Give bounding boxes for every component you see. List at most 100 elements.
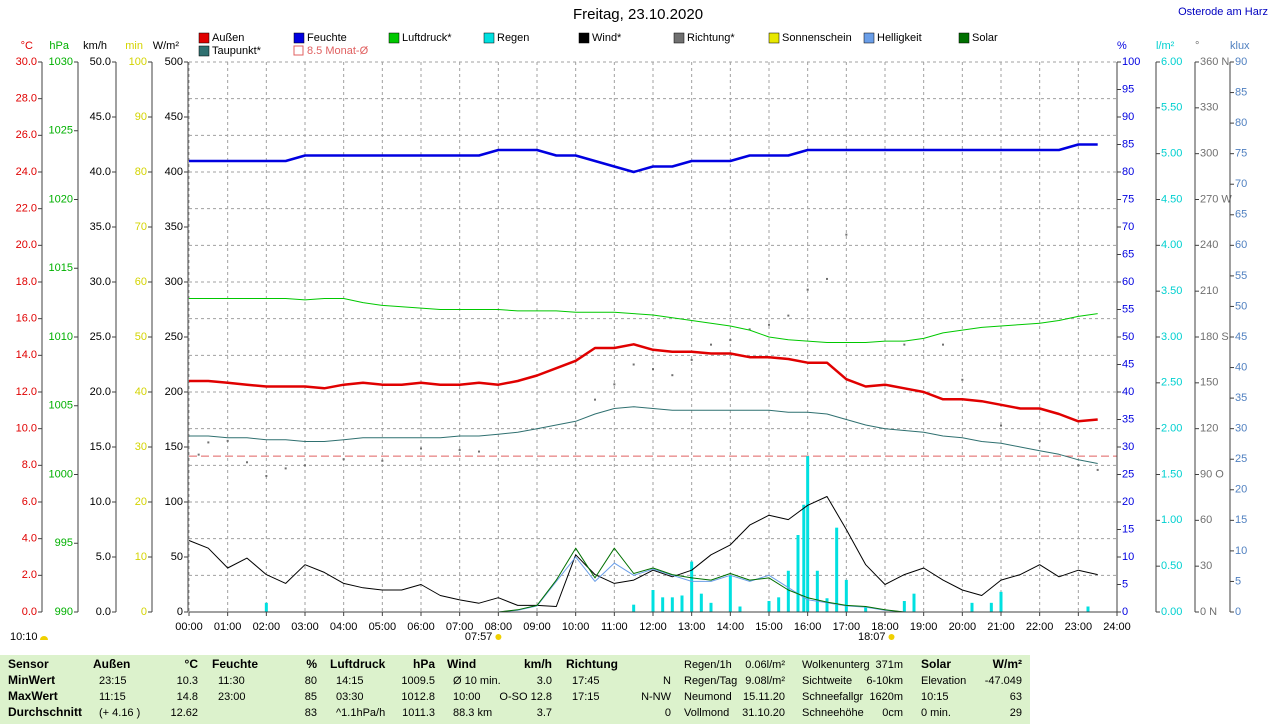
direction-dot (671, 374, 674, 377)
direction-dot (690, 358, 693, 361)
x-tick-label: 16:00 (794, 621, 822, 633)
x-tick-label: 09:00 (523, 621, 551, 633)
y-tick-label: 20.0 (16, 239, 37, 251)
direction-dot (381, 459, 384, 462)
direction-dot (613, 383, 616, 386)
series-line (189, 556, 1098, 613)
rain-bar (970, 602, 974, 612)
block-title: Außen (93, 657, 130, 671)
y-tick-label: 2.0 (22, 569, 37, 581)
y-tick-label: 30.0 (16, 56, 37, 68)
rain-bar (690, 561, 694, 612)
location: Osterode am Harz (1178, 6, 1268, 18)
y-tick-label: 40 (1122, 386, 1134, 398)
cell-value: 83 (305, 707, 317, 719)
legend-label: Taupunkt* (212, 45, 262, 57)
cell-label: (+ 4.16 ) (99, 707, 140, 719)
series-line (189, 298, 1098, 343)
direction-dot (1077, 464, 1080, 467)
y-tick-label: 20.0 (90, 386, 111, 398)
y-tick-label: 70 (1122, 221, 1134, 233)
y-tick-label: 55 (1235, 270, 1247, 282)
y-tick-label: 70 (135, 221, 147, 233)
y-tick-label: 5 (1235, 575, 1241, 587)
y-tick-label: 4.00 (1161, 239, 1182, 251)
rain-bar (902, 601, 906, 612)
legend-label: Luftdruck* (402, 32, 452, 44)
x-tick-label: 15:00 (755, 621, 783, 633)
y-tick-label: 90 (1122, 111, 1134, 123)
direction-dot (806, 288, 809, 291)
y-tick-label: 6.00 (1161, 56, 1182, 68)
y-tick-label: 60 (1235, 239, 1247, 251)
sun-marker (888, 634, 895, 640)
y-tick-label: 1020 (49, 193, 73, 205)
legend-swatch (673, 32, 685, 44)
x-tick-label: 22:00 (1026, 621, 1054, 633)
cell-label: 10:15 (921, 691, 949, 703)
rain-bar (661, 597, 665, 612)
series-line (189, 143, 1098, 174)
y-tick-label: 65 (1122, 248, 1134, 260)
y-tick-label: 0.50 (1161, 560, 1182, 572)
y-tick-label: 70 (1235, 178, 1247, 190)
direction-dot (942, 343, 944, 346)
cell-value: 0cm (882, 707, 903, 719)
x-tick-label: 13:00 (678, 621, 706, 633)
cell-value: O-SO 12.8 (499, 691, 552, 703)
direction-dot (284, 467, 287, 470)
block-title: Solar (921, 657, 951, 671)
cell-value: 63 (1010, 691, 1022, 703)
direction-dot (265, 475, 268, 478)
y-tick-label: 10 (1235, 545, 1247, 557)
cell-value: 15.11.20 (743, 691, 785, 703)
y-tick-label: 65 (1235, 209, 1247, 221)
x-tick-label: 11:00 (601, 621, 628, 633)
block-title: Richtung (566, 657, 618, 671)
cell-label: 11:30 (218, 675, 245, 687)
x-tick-label: 04:00 (330, 621, 358, 633)
x-tick-label: 06:00 (407, 621, 435, 633)
y-tick-label: 30 (1122, 441, 1134, 453)
y-tick-label: 15 (1122, 523, 1134, 535)
y-tick-label: 12.0 (16, 386, 37, 398)
x-tick-label: 19:00 (910, 621, 938, 633)
cell-value: 0 (665, 707, 671, 719)
y-tick-label: 25.0 (90, 331, 111, 343)
x-tick-label: 21:00 (987, 621, 1015, 633)
y-tick-label: 360 N (1200, 56, 1229, 68)
rain-bar (709, 602, 713, 612)
current-time: 10:10 (10, 631, 38, 643)
direction-dot (246, 461, 248, 464)
y-tick-label: 1005 (49, 400, 73, 412)
x-tick-label: 12:00 (639, 621, 667, 633)
y-tick-label: 90 O (1200, 468, 1224, 480)
cell-value: N-NW (641, 691, 672, 703)
y-tick-label: 10.0 (16, 423, 37, 435)
legend-swatch (293, 45, 304, 56)
cell-value: 31.10.20 (742, 707, 785, 719)
rain-bar (680, 595, 684, 612)
direction-dot (458, 449, 461, 452)
sun-time: 18:07 (858, 631, 886, 643)
legend-swatch (198, 32, 210, 44)
rain-bar (632, 604, 636, 612)
rain-bar (815, 570, 819, 612)
rain-bar (738, 606, 742, 612)
legend-swatch (578, 32, 590, 44)
legend-swatch (958, 32, 970, 44)
y-tick-label: 80 (1122, 166, 1134, 178)
legend-swatch (863, 32, 875, 44)
y-tick-label: 0 (177, 606, 183, 618)
block-unit: hPa (413, 657, 435, 671)
axis-unit: klux (1230, 40, 1250, 52)
x-tick-label: 20:00 (949, 621, 977, 633)
direction-dot (632, 363, 635, 366)
cell-label: ^1.1hPa/h (336, 707, 385, 719)
y-tick-label: 35 (1122, 413, 1134, 425)
direction-dot (226, 439, 229, 442)
y-tick-label: 35 (1235, 392, 1247, 404)
y-tick-label: 4.0 (22, 533, 37, 545)
x-tick-label: 05:00 (369, 621, 397, 633)
y-tick-label: 150 (165, 441, 183, 453)
